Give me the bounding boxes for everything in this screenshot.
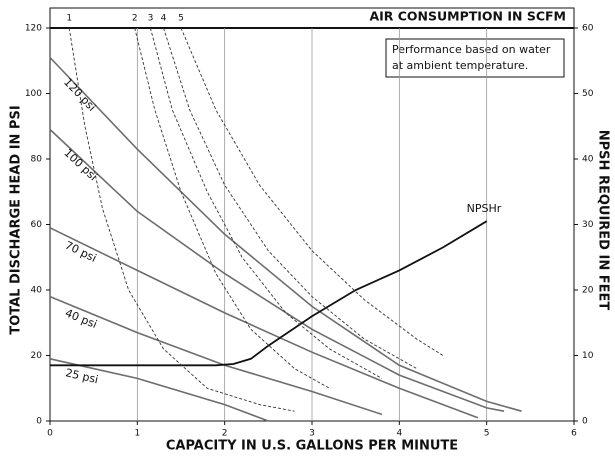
y2-tick-label: 60 xyxy=(582,24,594,34)
y-tick-label: 120 xyxy=(25,24,42,34)
x-tick-label: 6 xyxy=(571,429,577,439)
y2-tick-label: 40 xyxy=(582,155,594,165)
line xyxy=(49,358,269,422)
line xyxy=(49,227,479,419)
y2-tick-label: 50 xyxy=(582,89,594,99)
x-tick-label: 2 xyxy=(222,429,228,439)
chart-title: AIR CONSUMPTION IN SCFM xyxy=(369,9,566,24)
curve-label: 2 xyxy=(132,14,138,24)
curve-label: 1 xyxy=(66,14,72,24)
y-tick-label: 60 xyxy=(31,220,43,230)
annotation: at ambient temperature. xyxy=(392,59,528,72)
x-tick-label: 5 xyxy=(484,429,490,439)
x-tick-label: 4 xyxy=(396,429,402,439)
x-axis-title: CAPACITY IN U.S. GALLONS PER MINUTE xyxy=(166,439,458,454)
air-curve xyxy=(68,27,295,412)
curve-label: 4 xyxy=(161,14,167,24)
y2-axis-title: NPSH REQUIRED IN FEET xyxy=(596,130,611,311)
curve-label: 100 psi xyxy=(61,146,99,183)
annotation-box xyxy=(385,38,565,78)
y-tick-label: 0 xyxy=(36,417,42,427)
line xyxy=(49,295,383,416)
y-tick-label: 80 xyxy=(31,155,43,165)
curve-label: NPSHr xyxy=(467,202,502,215)
annotation: Performance based on water xyxy=(392,43,551,56)
x-tick-label: 3 xyxy=(309,429,315,439)
y-axis-title: TOTAL DISCHARGE HEAD IN PSI xyxy=(9,105,24,334)
y-tick-label: 40 xyxy=(31,286,43,296)
air-curve xyxy=(134,27,330,389)
y2-tick-label: 20 xyxy=(582,286,594,296)
line xyxy=(49,56,522,412)
y2-tick-label: 10 xyxy=(582,351,594,361)
x-tick-label: 1 xyxy=(134,429,140,439)
y2-tick-label: 0 xyxy=(582,417,588,427)
y2-tick-label: 30 xyxy=(582,220,594,230)
curve-label: 5 xyxy=(178,14,184,24)
air-curve xyxy=(180,27,444,356)
x-tick-label: 0 xyxy=(47,429,53,439)
line xyxy=(50,220,488,367)
y-tick-label: 20 xyxy=(31,351,43,361)
curve-label: 3 xyxy=(148,14,154,24)
line xyxy=(49,128,505,412)
air-curve xyxy=(149,27,383,379)
y-tick-label: 100 xyxy=(25,89,42,99)
air-curve xyxy=(163,27,418,369)
